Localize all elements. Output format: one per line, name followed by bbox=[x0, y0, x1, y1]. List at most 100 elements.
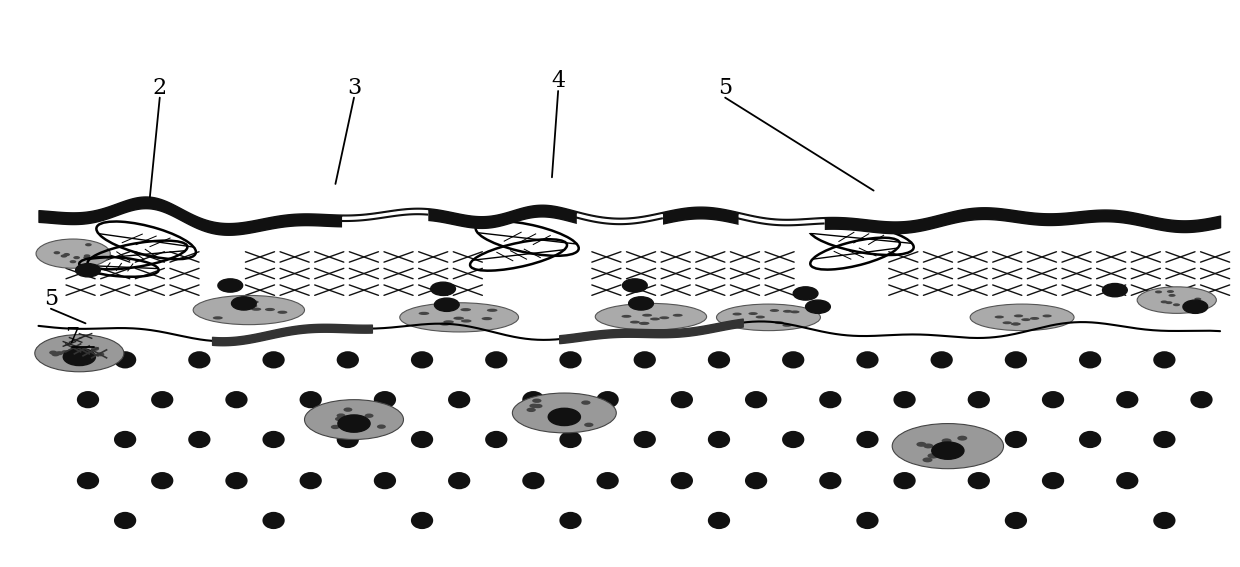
Ellipse shape bbox=[461, 319, 471, 323]
Ellipse shape bbox=[970, 304, 1074, 331]
Ellipse shape bbox=[522, 472, 544, 489]
Ellipse shape bbox=[820, 391, 842, 408]
Ellipse shape bbox=[193, 295, 305, 325]
Ellipse shape bbox=[1004, 431, 1027, 448]
Ellipse shape bbox=[562, 416, 572, 421]
Ellipse shape bbox=[440, 323, 450, 325]
Ellipse shape bbox=[278, 311, 288, 314]
Ellipse shape bbox=[263, 431, 285, 448]
Ellipse shape bbox=[790, 311, 800, 314]
Ellipse shape bbox=[86, 243, 92, 246]
Ellipse shape bbox=[1004, 512, 1027, 529]
Ellipse shape bbox=[782, 310, 792, 313]
Ellipse shape bbox=[596, 472, 619, 489]
Ellipse shape bbox=[331, 425, 340, 429]
Ellipse shape bbox=[916, 442, 926, 447]
Ellipse shape bbox=[944, 451, 954, 456]
Ellipse shape bbox=[640, 322, 650, 325]
Ellipse shape bbox=[634, 351, 656, 369]
Ellipse shape bbox=[1187, 302, 1194, 305]
Ellipse shape bbox=[893, 424, 1003, 469]
Ellipse shape bbox=[650, 318, 660, 320]
Ellipse shape bbox=[708, 512, 730, 529]
Ellipse shape bbox=[596, 391, 619, 408]
Circle shape bbox=[794, 287, 818, 300]
Ellipse shape bbox=[745, 391, 768, 408]
Ellipse shape bbox=[1153, 351, 1176, 369]
Ellipse shape bbox=[77, 391, 99, 408]
Ellipse shape bbox=[967, 472, 990, 489]
Ellipse shape bbox=[634, 431, 656, 448]
Ellipse shape bbox=[36, 239, 110, 268]
Ellipse shape bbox=[733, 312, 742, 315]
Ellipse shape bbox=[188, 431, 211, 448]
Ellipse shape bbox=[894, 391, 915, 408]
Ellipse shape bbox=[410, 512, 433, 529]
Ellipse shape bbox=[97, 352, 104, 356]
Text: 4: 4 bbox=[551, 70, 565, 92]
Ellipse shape bbox=[263, 512, 285, 529]
Ellipse shape bbox=[584, 422, 594, 427]
Ellipse shape bbox=[708, 351, 730, 369]
Ellipse shape bbox=[419, 312, 429, 315]
Circle shape bbox=[218, 279, 243, 292]
Ellipse shape bbox=[1153, 431, 1176, 448]
Ellipse shape bbox=[1190, 391, 1213, 408]
Ellipse shape bbox=[410, 431, 433, 448]
Text: 5: 5 bbox=[43, 288, 58, 310]
Ellipse shape bbox=[522, 391, 544, 408]
Polygon shape bbox=[38, 205, 1220, 341]
Ellipse shape bbox=[708, 431, 730, 448]
Ellipse shape bbox=[61, 255, 67, 257]
Ellipse shape bbox=[305, 400, 403, 439]
Ellipse shape bbox=[857, 512, 879, 529]
Ellipse shape bbox=[671, 391, 693, 408]
Ellipse shape bbox=[373, 472, 396, 489]
Ellipse shape bbox=[1137, 287, 1216, 314]
Ellipse shape bbox=[749, 312, 758, 315]
Ellipse shape bbox=[460, 308, 471, 311]
Ellipse shape bbox=[336, 413, 346, 418]
Text: 3: 3 bbox=[347, 77, 361, 99]
Ellipse shape bbox=[239, 301, 249, 304]
Ellipse shape bbox=[1022, 318, 1030, 321]
Ellipse shape bbox=[226, 391, 248, 408]
Ellipse shape bbox=[69, 260, 77, 263]
Ellipse shape bbox=[857, 431, 879, 448]
Ellipse shape bbox=[820, 472, 842, 489]
Ellipse shape bbox=[994, 315, 1004, 319]
Ellipse shape bbox=[249, 301, 259, 303]
Ellipse shape bbox=[930, 351, 952, 369]
Ellipse shape bbox=[1011, 323, 1021, 325]
Circle shape bbox=[76, 264, 100, 277]
Circle shape bbox=[430, 282, 455, 295]
Ellipse shape bbox=[673, 314, 683, 317]
Ellipse shape bbox=[1079, 431, 1101, 448]
Ellipse shape bbox=[52, 352, 60, 357]
Ellipse shape bbox=[1167, 290, 1174, 293]
Ellipse shape bbox=[247, 304, 258, 307]
Ellipse shape bbox=[924, 443, 934, 448]
Ellipse shape bbox=[1030, 317, 1039, 320]
Ellipse shape bbox=[343, 408, 352, 412]
Circle shape bbox=[629, 297, 653, 310]
Ellipse shape bbox=[53, 251, 61, 255]
Circle shape bbox=[806, 300, 831, 314]
Ellipse shape bbox=[1042, 472, 1064, 489]
Ellipse shape bbox=[857, 351, 879, 369]
Ellipse shape bbox=[941, 438, 951, 443]
Ellipse shape bbox=[263, 351, 285, 369]
Ellipse shape bbox=[1002, 321, 1012, 324]
Ellipse shape bbox=[92, 347, 99, 351]
Ellipse shape bbox=[485, 351, 507, 369]
Ellipse shape bbox=[929, 454, 939, 459]
Ellipse shape bbox=[56, 351, 63, 356]
Circle shape bbox=[622, 279, 647, 292]
Ellipse shape bbox=[930, 431, 952, 448]
Ellipse shape bbox=[660, 316, 670, 319]
Ellipse shape bbox=[78, 354, 87, 358]
Ellipse shape bbox=[114, 512, 136, 529]
Ellipse shape bbox=[1166, 301, 1172, 304]
Ellipse shape bbox=[448, 391, 470, 408]
Ellipse shape bbox=[337, 431, 358, 448]
